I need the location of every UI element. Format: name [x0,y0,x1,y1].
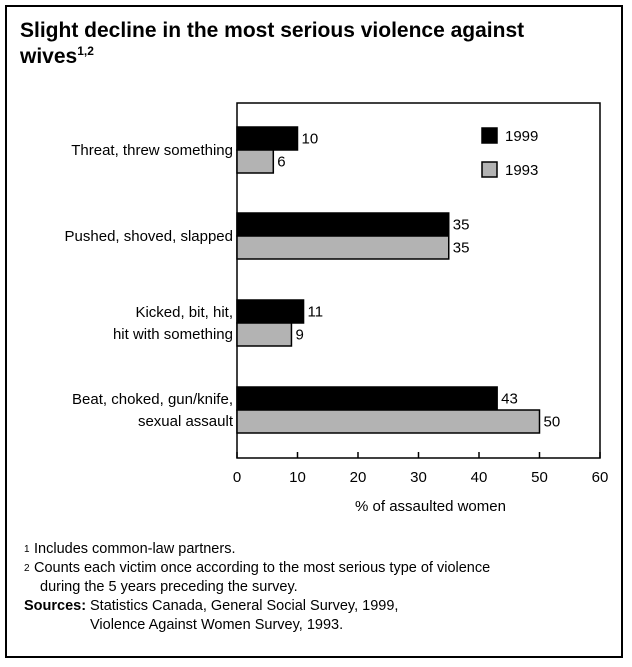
chart-title: Slight decline in the most serious viole… [20,18,580,70]
value-label-1993-2: 35 [453,240,470,257]
category-label-4-line-1: Beat, choked, gun/knife, [72,391,233,408]
x-tick-label-40: 40 [471,469,488,486]
x-tick-label-60: 60 [592,469,609,486]
bar-1999-2 [236,212,450,237]
bar-1993-4 [236,409,541,434]
category-label-3-line-2: hit with something [113,326,233,343]
bar-1999-1 [236,126,299,151]
x-tick-label-50: 50 [531,469,548,486]
bar-1993-1 [236,149,275,174]
source-2: Violence Against Women Survey, 1993. [90,617,344,633]
legend-swatch-1999 [481,127,498,144]
bar-1993-3 [236,322,293,347]
bar-chart: 10 6 35 35 11 9 43 50 Threat, threw something Pu… [65,102,609,515]
footnote-2-continuation: during the 5 years preceding the survey. [40,579,298,595]
legend-label-1999: 1999 [505,128,538,145]
bar-1999-3 [236,299,305,324]
category-label-3-line-1: Kicked, bit, hit, [135,304,233,321]
sources-list: Statistics Canada, General Social Survey… [90,597,398,635]
sources: Sources: Statistics Canada, General Soci… [24,597,614,635]
value-label-1999-1: 10 [302,131,319,148]
footnote-1: 1 Includes common-law partners. [24,540,614,559]
footnote-2: 2 Counts each victim once according to th… [24,559,614,578]
value-label-1999-3: 11 [308,304,324,321]
footnote-2-marker: 2 [24,563,30,574]
category-labels: Threat, threw something Pushed, shoved, s… [65,142,234,430]
x-axis-label: % of assaulted women [355,498,506,515]
figure-frame [5,5,623,658]
sources-label: Sources: [24,598,87,614]
value-label-1993-4: 50 [544,414,561,431]
value-label-1999-4: 43 [501,391,518,408]
title-footnote-marker: 1,2 [77,44,94,58]
value-labels: 10 6 35 35 11 9 43 50 [277,131,560,431]
x-tick-label-30: 30 [410,469,427,486]
x-tick-label-20: 20 [350,469,367,486]
category-label-2-line-1: Pushed, shoved, slapped [65,228,233,245]
chart-title-text: Slight decline in the most serious viole… [20,19,525,68]
x-tick-label-0: 0 [233,469,241,486]
bar-1999-4 [236,386,498,411]
bar-1993-2 [236,235,450,260]
category-label-4-line-2: sexual assault [138,413,234,430]
x-tick-label-10: 10 [289,469,306,486]
value-label-1999-2: 35 [453,217,470,234]
x-axis: 0 10 20 30 40 50 60 % of assaulted women [233,452,609,515]
legend: 1999 1993 [481,127,538,179]
notes: 1 Includes common-law partners. 2 Counts e… [24,540,614,635]
category-label-1-line-1: Threat, threw something [71,142,233,159]
footnote-1-marker: 1 [24,544,30,555]
source-1: Statistics Canada, General Social Survey… [90,598,399,614]
value-label-1993-3: 9 [295,327,303,344]
bars [236,126,541,434]
footnote-1-text: Includes common-law partners. [34,541,236,557]
legend-label-1993: 1993 [505,162,538,179]
footnote-2-text: Counts each victim once according to the… [34,560,491,576]
value-label-1993-1: 6 [277,154,285,171]
legend-swatch-1993 [481,161,498,178]
